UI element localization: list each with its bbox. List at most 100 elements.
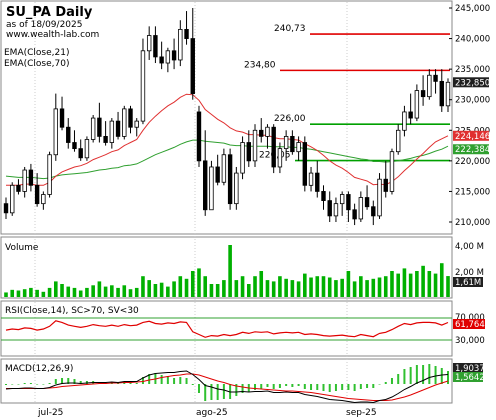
- candle-body: [252, 129, 258, 162]
- volume-bar: [396, 273, 400, 297]
- volume-bar: [66, 286, 71, 297]
- candle: [402, 105, 407, 137]
- macd-hist-bar: [166, 376, 169, 384]
- candle-body: [90, 117, 96, 140]
- volume-tick-top: 4,00 M: [455, 242, 484, 252]
- xaxis-label-ago: ago-25: [196, 408, 228, 418]
- candle: [346, 191, 351, 222]
- candle: [41, 191, 46, 210]
- candle: [196, 105, 202, 167]
- volume-bar: [433, 273, 438, 297]
- volume-bar: [296, 281, 301, 297]
- volume-bar: [253, 276, 257, 297]
- macd-hist-bar: [353, 384, 356, 391]
- candle-body: [221, 154, 227, 183]
- candlesticks: [3, 8, 451, 226]
- volume-bar: [197, 268, 201, 297]
- candle-body: [240, 142, 245, 174]
- candle-body: [402, 111, 407, 131]
- volume-bar: [97, 281, 102, 297]
- macd-hist-bar: [272, 384, 275, 389]
- candle-body: [408, 111, 413, 119]
- volume-bar: [427, 271, 432, 297]
- candle: [109, 118, 115, 149]
- volume-bar: [365, 280, 369, 297]
- price-tick-label: 210,000: [455, 218, 490, 228]
- macd-hist-bar: [79, 381, 82, 384]
- macd-hist-bar: [179, 377, 182, 384]
- candle-body: [34, 184, 40, 205]
- macd-hist-bar: [23, 383, 26, 384]
- candle: [184, 11, 189, 45]
- rsi-tick-30: 30,000: [455, 336, 485, 346]
- candle-body: [47, 154, 52, 195]
- candle-body: [115, 120, 121, 137]
- price-tick-label: 230,000: [455, 96, 490, 106]
- volume-bar: [446, 276, 450, 297]
- volume-bar: [408, 273, 413, 297]
- macd-hist-bar: [48, 383, 51, 384]
- candle-body: [439, 80, 444, 107]
- volume-bar: [390, 271, 394, 297]
- macd-tick-2: 1,5642: [455, 373, 485, 383]
- volume-bar: [29, 287, 33, 297]
- macd-hist-bar: [285, 384, 288, 386]
- ema21-line: [6, 93, 449, 186]
- candle-body: [203, 160, 208, 211]
- volume-bar: [421, 265, 425, 297]
- candle: [240, 136, 245, 180]
- candle-body: [41, 194, 46, 205]
- volume-label: Volume: [5, 243, 39, 253]
- candle: [408, 93, 413, 125]
- candle-body: [339, 194, 345, 205]
- volume-bar: [334, 280, 338, 297]
- volume-bar: [184, 278, 189, 297]
- macd-hist-bar: [197, 384, 200, 393]
- volume-bar: [91, 285, 95, 297]
- volume-bar: [159, 282, 164, 297]
- candle-body: [283, 135, 289, 150]
- candle: [53, 93, 59, 161]
- candle: [47, 151, 52, 198]
- candle: [371, 200, 376, 226]
- volume-bar: [22, 289, 27, 297]
- macd-hist-bar: [390, 378, 393, 384]
- volume-bar: [128, 289, 133, 297]
- candle-body: [358, 197, 364, 220]
- candle-body: [3, 203, 9, 214]
- candle-body: [246, 142, 251, 162]
- candle-body: [333, 203, 339, 217]
- candle-body: [165, 50, 171, 64]
- volume-bar: [10, 289, 15, 297]
- candle-body: [346, 194, 351, 211]
- volume-bar: [41, 291, 46, 297]
- macd-hist-bar: [434, 366, 437, 384]
- candle-body: [146, 35, 152, 52]
- macd-hist-bar: [11, 384, 14, 385]
- ema70-tag: 222,384: [455, 145, 490, 155]
- candle: [296, 136, 301, 161]
- macd-hist-bar: [17, 384, 20, 385]
- candle-body: [84, 139, 90, 159]
- macd-hist-bar: [260, 384, 263, 389]
- candle-body: [302, 142, 308, 186]
- macd-hist-bar: [415, 365, 418, 384]
- volume-bar: [222, 280, 226, 297]
- macd-hist-bar: [254, 384, 257, 390]
- candle-body: [352, 209, 357, 220]
- volume-bar: [278, 276, 282, 297]
- candle: [265, 124, 270, 149]
- last-price-tag: 232,850: [455, 78, 490, 88]
- volume-bar: [290, 280, 295, 297]
- macd-hist-bar: [148, 374, 151, 384]
- candle-body: [259, 129, 264, 137]
- volume-bar: [209, 284, 214, 297]
- candle: [283, 130, 289, 161]
- volume-bar: [203, 276, 208, 297]
- volume-bar: [103, 286, 108, 297]
- volume-bar: [303, 273, 307, 297]
- price-axis: 245,000240,000235,000230,000225,000220,0…: [449, 4, 490, 228]
- macd-hist-bar: [409, 367, 412, 384]
- ema21-tag-bg: [453, 130, 489, 141]
- volume-bar: [54, 281, 58, 297]
